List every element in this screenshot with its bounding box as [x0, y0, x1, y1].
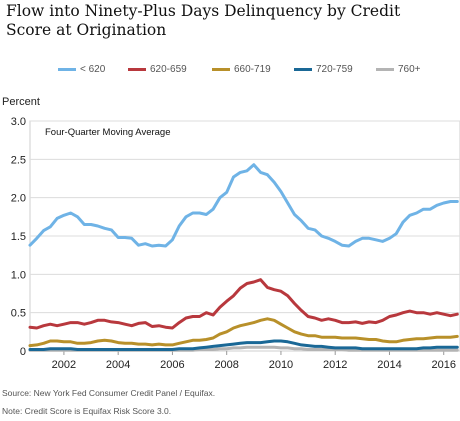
x-tick-label: 2008	[214, 359, 238, 371]
y-tick-label: 2.5	[11, 154, 26, 166]
source-note: Source: New York Fed Consumer Credit Pan…	[2, 388, 216, 398]
legend-label-660-719: 660-719	[234, 64, 271, 75]
y-tick-label: 1.5	[11, 231, 26, 243]
legend-swatch-720-759	[294, 68, 312, 71]
legend-swatch-760plus	[376, 68, 394, 71]
y-tick-label: 1.0	[11, 269, 26, 281]
series-lt620-line	[28, 163, 459, 248]
legend-swatch-620-659	[128, 68, 146, 71]
legend-label-760plus: 760+	[398, 64, 421, 75]
legend-item-760plus: 760+	[376, 64, 421, 75]
y-tick-label: 3.0	[11, 116, 26, 128]
series-660-719-line	[28, 317, 459, 348]
x-tick-label: 2002	[52, 359, 76, 371]
y-axis-label: Percent	[2, 96, 40, 108]
legend-label-620-659: 620-659	[150, 64, 187, 75]
x-tick-label: 2004	[106, 359, 130, 371]
x-tick-label: 2010	[269, 359, 293, 371]
x-tick-label: 2016	[431, 359, 455, 371]
legend-item-720-759: 720-759	[294, 64, 353, 75]
legend-swatch-660-719	[212, 68, 230, 71]
score-note: Note: Credit Score is Equifax Risk Score…	[2, 406, 172, 416]
y-tick-label: 0	[20, 346, 26, 358]
legend-swatch-lt620	[58, 68, 76, 71]
legend-item-660-719: 660-719	[212, 64, 271, 75]
series-620-659-line	[28, 278, 459, 330]
y-tick-label: 2.0	[11, 193, 26, 205]
moving-average-annotation: Four-Quarter Moving Average	[45, 127, 171, 138]
chart-title: Flow into Ninety-Plus Days Delinquency b…	[6, 2, 401, 39]
x-tick-label: 2012	[323, 359, 347, 371]
x-tick-label: 2014	[377, 359, 401, 371]
legend-label-lt620: < 620	[80, 64, 106, 75]
x-tick-label: 2006	[160, 359, 184, 371]
legend-item-620-659: 620-659	[128, 64, 187, 75]
legend-label-720-759: 720-759	[316, 64, 353, 75]
legend-item-lt620: < 620	[58, 64, 105, 75]
legend: < 620 620-659 660-719 720-759 760+	[0, 64, 460, 80]
series-720-759-line	[28, 339, 459, 351]
y-tick-label: 0.5	[11, 308, 26, 320]
